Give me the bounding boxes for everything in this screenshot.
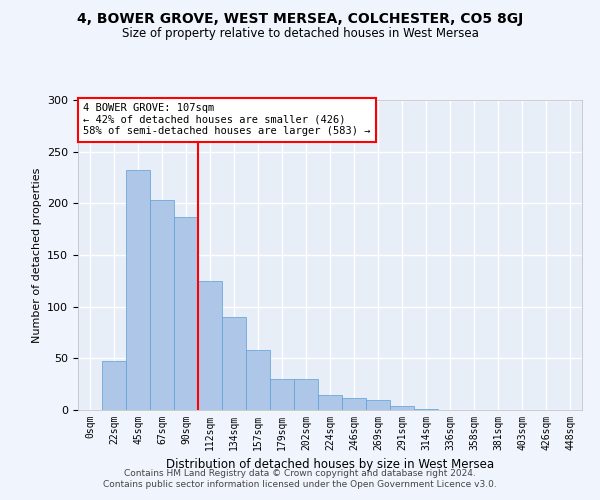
Bar xyxy=(366,400,390,410)
Bar xyxy=(246,350,270,410)
Y-axis label: Number of detached properties: Number of detached properties xyxy=(32,168,41,342)
Bar xyxy=(126,170,150,410)
Text: Contains public sector information licensed under the Open Government Licence v3: Contains public sector information licen… xyxy=(103,480,497,489)
Bar xyxy=(390,406,414,410)
Bar xyxy=(318,394,342,410)
Bar xyxy=(342,398,366,410)
Bar xyxy=(150,200,174,410)
Bar xyxy=(270,379,294,410)
Text: Size of property relative to detached houses in West Mersea: Size of property relative to detached ho… xyxy=(122,28,478,40)
Bar xyxy=(198,281,222,410)
Text: Contains HM Land Registry data © Crown copyright and database right 2024.: Contains HM Land Registry data © Crown c… xyxy=(124,468,476,477)
Text: 4, BOWER GROVE, WEST MERSEA, COLCHESTER, CO5 8GJ: 4, BOWER GROVE, WEST MERSEA, COLCHESTER,… xyxy=(77,12,523,26)
X-axis label: Distribution of detached houses by size in West Mersea: Distribution of detached houses by size … xyxy=(166,458,494,471)
Text: 4 BOWER GROVE: 107sqm
← 42% of detached houses are smaller (426)
58% of semi-det: 4 BOWER GROVE: 107sqm ← 42% of detached … xyxy=(83,103,371,136)
Bar xyxy=(414,409,438,410)
Bar xyxy=(102,362,126,410)
Bar xyxy=(222,317,246,410)
Bar xyxy=(294,379,318,410)
Bar xyxy=(174,217,198,410)
